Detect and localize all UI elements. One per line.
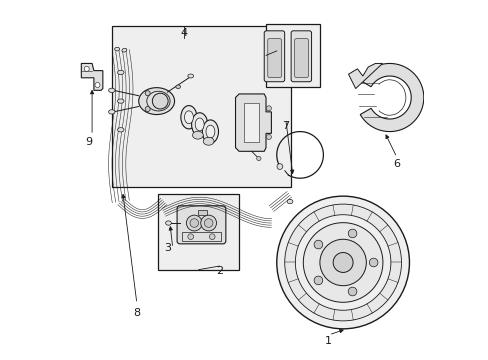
Bar [182, 232, 221, 241]
Polygon shape [348, 63, 382, 89]
Circle shape [256, 156, 261, 161]
Circle shape [332, 252, 352, 273]
Ellipse shape [205, 125, 214, 138]
Bar [158, 194, 239, 270]
Circle shape [266, 134, 271, 139]
Circle shape [84, 66, 89, 71]
Ellipse shape [187, 74, 193, 78]
Ellipse shape [181, 105, 197, 129]
Ellipse shape [191, 113, 207, 136]
Text: 6: 6 [393, 159, 400, 169]
FancyBboxPatch shape [294, 39, 308, 77]
Circle shape [145, 107, 150, 112]
Circle shape [204, 219, 212, 227]
Ellipse shape [108, 110, 115, 114]
Ellipse shape [139, 87, 174, 114]
Ellipse shape [176, 85, 180, 89]
Ellipse shape [122, 48, 126, 52]
Circle shape [186, 215, 202, 231]
Ellipse shape [165, 221, 171, 225]
Circle shape [368, 258, 377, 267]
Circle shape [284, 204, 401, 321]
Circle shape [313, 240, 322, 249]
Text: 8: 8 [133, 308, 140, 318]
Ellipse shape [146, 91, 170, 111]
Text: 7: 7 [282, 121, 289, 131]
Polygon shape [360, 63, 423, 132]
Circle shape [145, 91, 150, 96]
Ellipse shape [115, 47, 120, 51]
Text: 5: 5 [267, 46, 274, 56]
Circle shape [276, 196, 408, 329]
Ellipse shape [117, 128, 124, 132]
FancyBboxPatch shape [264, 31, 284, 82]
Circle shape [347, 287, 356, 296]
Text: 1: 1 [325, 336, 331, 346]
Circle shape [190, 219, 198, 227]
Ellipse shape [117, 70, 124, 75]
Circle shape [201, 215, 216, 231]
Circle shape [95, 82, 100, 87]
Ellipse shape [108, 88, 115, 93]
Polygon shape [81, 63, 102, 90]
Ellipse shape [117, 99, 124, 103]
Ellipse shape [202, 120, 218, 143]
Circle shape [187, 234, 193, 239]
Bar [112, 26, 290, 187]
Text: 9: 9 [85, 138, 92, 147]
Text: 2: 2 [215, 266, 223, 276]
Circle shape [303, 223, 382, 302]
Polygon shape [235, 94, 271, 151]
Text: 4: 4 [180, 28, 187, 38]
Circle shape [266, 106, 271, 111]
Circle shape [347, 229, 356, 238]
Circle shape [295, 215, 390, 310]
Ellipse shape [184, 111, 193, 123]
Circle shape [152, 93, 168, 109]
Circle shape [319, 239, 366, 286]
FancyBboxPatch shape [177, 206, 225, 244]
Ellipse shape [195, 118, 203, 131]
FancyBboxPatch shape [290, 31, 311, 82]
FancyBboxPatch shape [267, 39, 281, 77]
Ellipse shape [192, 131, 203, 139]
Circle shape [209, 234, 215, 239]
Circle shape [277, 164, 282, 170]
Bar [198, 210, 206, 215]
Polygon shape [244, 103, 258, 142]
Ellipse shape [203, 137, 214, 145]
Bar [265, 24, 319, 87]
Ellipse shape [286, 199, 292, 204]
Circle shape [313, 276, 322, 285]
Text: 3: 3 [163, 243, 170, 253]
